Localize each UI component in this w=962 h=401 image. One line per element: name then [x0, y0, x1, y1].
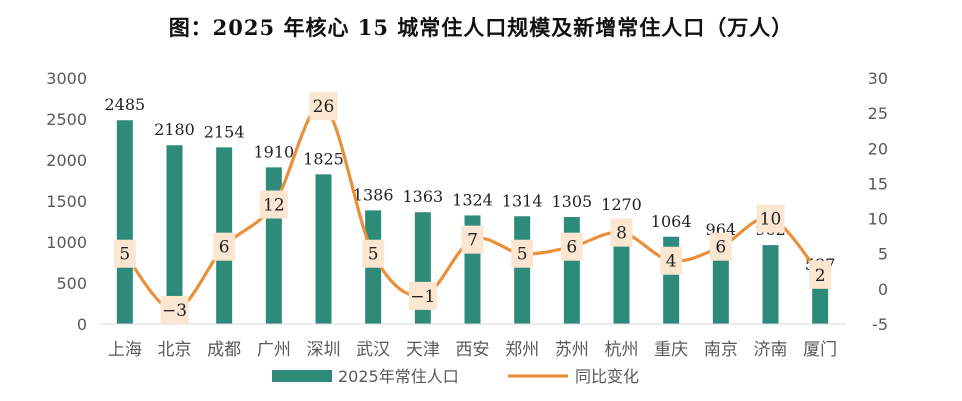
bar-value-label: 1324	[452, 190, 493, 209]
right-tick-label: 25	[868, 104, 888, 123]
left-tick-label: 0	[77, 315, 87, 334]
bar	[315, 174, 332, 324]
right-tick-label: 5	[878, 245, 888, 264]
bar	[514, 216, 531, 324]
bar-value-label: 1825	[303, 149, 344, 168]
bar	[712, 244, 729, 324]
line-value-label: 10	[760, 210, 782, 230]
line-label-box	[259, 190, 288, 219]
line-label-box	[610, 218, 633, 247]
line-value-label: −1	[410, 287, 435, 307]
right-tick-label: -5	[872, 315, 888, 334]
line-label-box	[809, 260, 832, 289]
category-label: 成都	[207, 340, 241, 360]
line-value-label: 6	[219, 238, 230, 258]
line-value-label: 12	[263, 196, 285, 216]
bar-value-label: 1305	[551, 192, 592, 211]
left-axis: 0 500 1000 1500 2000 2500 3000	[46, 69, 87, 334]
category-label: 苏州	[555, 340, 589, 360]
right-tick-label: 20	[868, 139, 888, 158]
bar-value-label: 2180	[154, 120, 195, 139]
legend-bar-swatch	[272, 370, 332, 382]
legend: 2025年常住人口 同比变化	[272, 367, 639, 386]
bar-value-label: 1314	[502, 191, 543, 210]
category-label: 济南	[754, 340, 788, 360]
bar-value-label: 2154	[204, 122, 245, 141]
bar-value-label: 1270	[601, 195, 642, 214]
legend-bar-label: 2025年常住人口	[338, 367, 459, 386]
line-value-label: 6	[566, 238, 577, 258]
left-tick-label: 2000	[46, 151, 87, 170]
bar-value-label: 1910	[253, 142, 294, 161]
right-tick-label: 0	[878, 280, 888, 299]
line-label-box	[113, 239, 136, 268]
line-label-box	[511, 239, 534, 268]
left-tick-label: 1500	[46, 192, 87, 211]
right-tick-label: 30	[868, 69, 888, 88]
category-label: 西安	[456, 340, 490, 360]
line-label-box	[408, 281, 437, 310]
bar	[116, 120, 133, 324]
category-label: 深圳	[307, 340, 341, 360]
category-label: 天津	[406, 340, 440, 360]
line-label-box	[309, 92, 338, 121]
category-labels: 上海 北京 成都 广州 深圳 武汉 天津 西安 郑州 苏州 杭州 重庆 南京 济南 厦门	[108, 340, 837, 360]
line-value-label: 7	[467, 231, 478, 251]
category-label: 上海	[108, 340, 142, 360]
bar	[166, 145, 183, 324]
line-value-label: 5	[368, 245, 379, 265]
left-tick-label: 500	[56, 274, 87, 293]
line-label-box	[461, 225, 484, 254]
category-label: 广州	[257, 340, 291, 360]
line-value-labels: 5 −3 6 12 26 5 −1 7 5 6 8 4 6 10 2	[113, 92, 832, 324]
line-label-box	[213, 232, 236, 261]
line-value-label: 5	[517, 245, 528, 265]
right-tick-label: 10	[868, 210, 888, 229]
line-value-label: 5	[119, 245, 130, 265]
bar-series	[116, 120, 829, 324]
line-label-box	[660, 246, 683, 275]
left-tick-label: 2500	[46, 110, 87, 129]
line-value-label: 8	[616, 224, 627, 244]
line-label-box	[560, 232, 583, 261]
right-axis: -5 0 5 10 15 20 25 30	[868, 69, 888, 334]
category-label: 南京	[704, 340, 738, 360]
line-value-label: 4	[666, 252, 677, 272]
bar	[762, 245, 779, 324]
line-value-label: 2	[815, 266, 826, 286]
line-label-box	[756, 204, 785, 233]
line-value-label: −3	[162, 301, 187, 321]
category-label: 郑州	[505, 340, 539, 360]
category-label: 杭州	[605, 340, 639, 360]
bar-value-label: 2485	[104, 95, 145, 114]
category-label: 北京	[158, 340, 192, 360]
category-label: 武汉	[356, 340, 390, 360]
line-label-box	[362, 239, 385, 268]
line-value-label: 26	[313, 97, 335, 117]
category-label: 重庆	[654, 340, 688, 360]
chart-title: 图：2025 年核心 15 城常住人口规模及新增常住人口（万人）	[168, 15, 794, 40]
line-value-label: 6	[715, 238, 726, 258]
left-tick-label: 3000	[46, 69, 87, 88]
line-label-box	[709, 232, 732, 261]
bar	[812, 279, 829, 324]
category-label: 厦门	[803, 340, 837, 360]
bar-value-label: 1386	[353, 185, 394, 204]
left-tick-label: 1000	[46, 233, 87, 252]
bar-value-label: 1363	[402, 187, 443, 206]
right-tick-label: 15	[868, 174, 888, 193]
legend-line-label: 同比变化	[575, 367, 639, 386]
bar-value-label: 1064	[651, 212, 692, 231]
line-label-box	[160, 295, 189, 324]
